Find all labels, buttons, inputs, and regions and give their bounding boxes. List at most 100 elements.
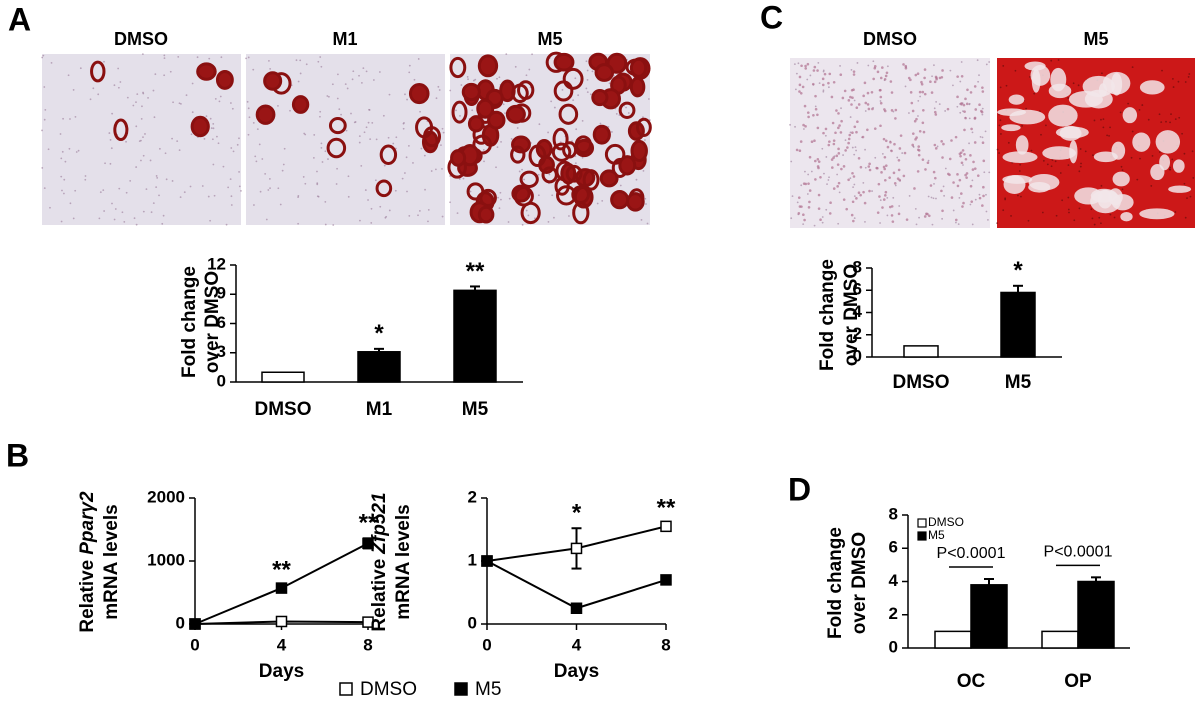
cell-dot xyxy=(919,95,922,98)
cell-dot xyxy=(1150,185,1153,187)
cell-dot xyxy=(378,71,381,73)
cell-dot xyxy=(961,149,965,152)
cell-dot xyxy=(203,137,206,140)
cell-dot xyxy=(804,170,806,173)
lipid-droplet xyxy=(476,98,495,119)
cell-dot xyxy=(790,160,793,163)
cell-dot xyxy=(948,157,952,161)
cell-dot xyxy=(427,208,430,211)
y-axis-label: mRNA levels xyxy=(393,504,414,619)
cell-dot xyxy=(43,187,46,189)
cell-dot xyxy=(959,151,963,154)
cell-dot xyxy=(68,147,71,150)
cell-dot xyxy=(335,183,338,185)
cell-dot xyxy=(863,81,867,85)
cell-dot xyxy=(845,207,849,211)
cell-dot xyxy=(1042,159,1045,162)
cell-dot xyxy=(819,218,822,221)
cell-dot xyxy=(150,211,153,214)
cell-dot xyxy=(327,158,329,160)
cell-dot xyxy=(212,122,215,125)
cell-dot xyxy=(978,74,980,77)
cell-dot xyxy=(642,116,644,119)
cell-dot xyxy=(889,80,893,83)
cell-dot xyxy=(853,183,856,186)
cell-dot xyxy=(952,181,955,184)
cell-dot xyxy=(810,170,813,173)
cell-dot xyxy=(548,173,551,176)
cell-dot xyxy=(867,64,870,67)
cell-dot xyxy=(844,149,847,152)
cell-dot xyxy=(976,59,979,62)
cell-dot xyxy=(44,108,47,111)
lipid-droplet xyxy=(375,179,393,198)
cell-dot xyxy=(305,63,308,66)
lipid-droplet xyxy=(513,186,534,207)
cell-dot xyxy=(1169,121,1171,124)
cell-dot xyxy=(817,193,821,197)
y-tick-label: 1000 xyxy=(147,550,185,569)
cell-dot xyxy=(964,157,968,161)
cell-dot xyxy=(971,168,975,171)
significance: * xyxy=(1013,257,1023,284)
cell-dot xyxy=(408,64,411,67)
lipid-droplet xyxy=(215,69,234,90)
cell-dot xyxy=(880,171,883,174)
cell-dot xyxy=(111,112,114,115)
cell-dot xyxy=(407,144,410,147)
cell-dot xyxy=(998,152,1000,154)
cell-dot xyxy=(970,200,974,203)
cell-dot xyxy=(853,217,856,219)
cell-dot xyxy=(794,88,797,91)
cell-dot xyxy=(163,54,166,57)
cell-dot xyxy=(627,112,630,114)
cell-dot xyxy=(267,189,270,191)
cell-dot xyxy=(331,83,334,86)
cell-dot xyxy=(802,213,805,217)
cell-dot xyxy=(531,53,533,56)
cell-dot xyxy=(113,84,116,87)
cell-dot xyxy=(43,86,46,88)
cell-dot xyxy=(832,156,835,160)
cell-dot xyxy=(1002,65,1005,67)
cell-dot xyxy=(297,80,300,83)
cell-dot xyxy=(62,117,64,120)
cell-dot xyxy=(831,166,834,169)
cell-dot xyxy=(857,156,861,160)
cell-dot xyxy=(923,76,926,80)
cell-dot xyxy=(960,192,963,195)
cell-dot xyxy=(913,187,916,190)
cell-dot xyxy=(911,143,914,147)
cell-dot xyxy=(828,176,830,179)
cell-dot xyxy=(909,91,913,94)
cell-dot xyxy=(1168,168,1171,171)
cell-dot xyxy=(789,123,791,126)
cell-dot xyxy=(982,194,985,198)
cell-dot xyxy=(934,147,938,150)
cell-dot xyxy=(371,121,374,124)
x-tick-label: 0 xyxy=(482,635,491,654)
cell-dot xyxy=(220,56,223,59)
cell-dot xyxy=(816,157,820,161)
stain-gap xyxy=(1139,208,1175,220)
cell-dot xyxy=(1109,126,1111,129)
cell-dot xyxy=(886,214,889,217)
cell-dot xyxy=(983,171,986,174)
lipid-droplet xyxy=(553,80,574,102)
panel-label: C xyxy=(760,0,783,35)
cell-dot xyxy=(254,155,257,158)
cell-dot xyxy=(917,145,921,148)
cell-dot xyxy=(625,106,627,109)
cell-dot xyxy=(142,154,145,157)
cell-dot xyxy=(848,133,852,137)
cell-dot xyxy=(550,100,553,103)
cell-dot xyxy=(43,118,46,121)
cell-dot xyxy=(472,79,475,82)
cell-dot xyxy=(984,130,987,133)
cell-dot xyxy=(851,200,855,204)
cell-dot xyxy=(259,190,262,193)
cell-dot xyxy=(879,222,881,224)
cell-dot xyxy=(804,64,807,68)
cell-dot xyxy=(1130,156,1133,159)
cell-dot xyxy=(873,65,877,68)
